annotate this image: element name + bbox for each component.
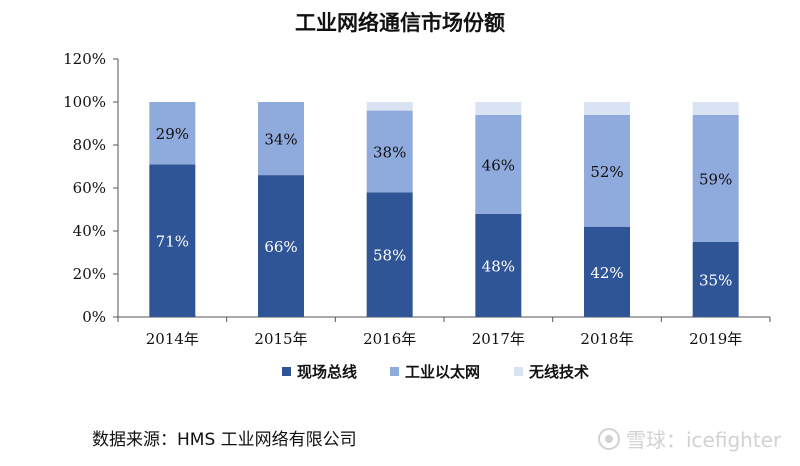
- data-label: 48%: [482, 257, 515, 275]
- x-tick-label: 2016年: [363, 330, 416, 348]
- y-tick-label: 20%: [73, 265, 106, 283]
- bar-segment: [584, 226, 630, 317]
- data-label: 29%: [156, 125, 189, 143]
- y-tick-label: 0%: [82, 308, 106, 326]
- watermark: 雪球：icefighter: [598, 424, 781, 453]
- legend-label: 工业以太网: [405, 363, 480, 381]
- x-tick-label: 2015年: [254, 330, 307, 348]
- y-tick-label: 40%: [73, 222, 106, 240]
- legend-swatch: [514, 367, 523, 376]
- bar-segment: [475, 114, 522, 214]
- data-label: 59%: [699, 170, 732, 188]
- bar-segment: [584, 102, 630, 115]
- data-label: 58%: [373, 247, 406, 265]
- data-label: 42%: [590, 264, 623, 282]
- bar-segment: [149, 102, 196, 165]
- bar-segment: [584, 114, 630, 227]
- legend-label: 无线技术: [528, 363, 589, 381]
- bar-segment: [258, 102, 304, 176]
- y-tick-label: 60%: [73, 179, 106, 197]
- y-tick-label: 80%: [73, 136, 106, 154]
- data-label: 71%: [156, 233, 189, 251]
- data-label: 34%: [264, 131, 297, 149]
- x-tick-label: 2017年: [472, 330, 525, 348]
- x-tick-label: 2014年: [146, 330, 199, 348]
- bar-segment: [366, 192, 413, 317]
- bar-segment: [475, 102, 522, 115]
- x-tick-label: 2018年: [580, 330, 633, 348]
- watermark-text: 雪球：icefighter: [626, 428, 782, 452]
- bar-segment: [149, 164, 196, 317]
- legend-swatch: [390, 367, 399, 376]
- bar-segment: [258, 175, 304, 317]
- legend-swatch: [282, 367, 291, 376]
- y-tick-label: 100%: [63, 93, 106, 111]
- y-tick-label: 120%: [63, 50, 106, 68]
- bar-segment: [692, 241, 739, 317]
- data-label: 35%: [699, 271, 732, 289]
- bar-segment: [366, 110, 413, 193]
- data-label: 52%: [590, 163, 623, 181]
- data-label: 66%: [264, 238, 297, 256]
- x-tick-label: 2019年: [689, 330, 742, 348]
- bar-segment: [692, 102, 739, 115]
- data-label: 46%: [482, 156, 515, 174]
- snowball-logo-icon: [598, 427, 620, 450]
- chart-title: 工业网络通信市场份额: [295, 10, 505, 35]
- data-source-note: 数据来源：HMS 工业网络有限公司: [92, 430, 357, 450]
- bar-segment: [366, 102, 413, 111]
- data-label: 38%: [373, 143, 406, 161]
- bar-segment: [475, 213, 522, 317]
- legend-label: 现场总线: [297, 363, 357, 381]
- bar-segment: [692, 114, 739, 242]
